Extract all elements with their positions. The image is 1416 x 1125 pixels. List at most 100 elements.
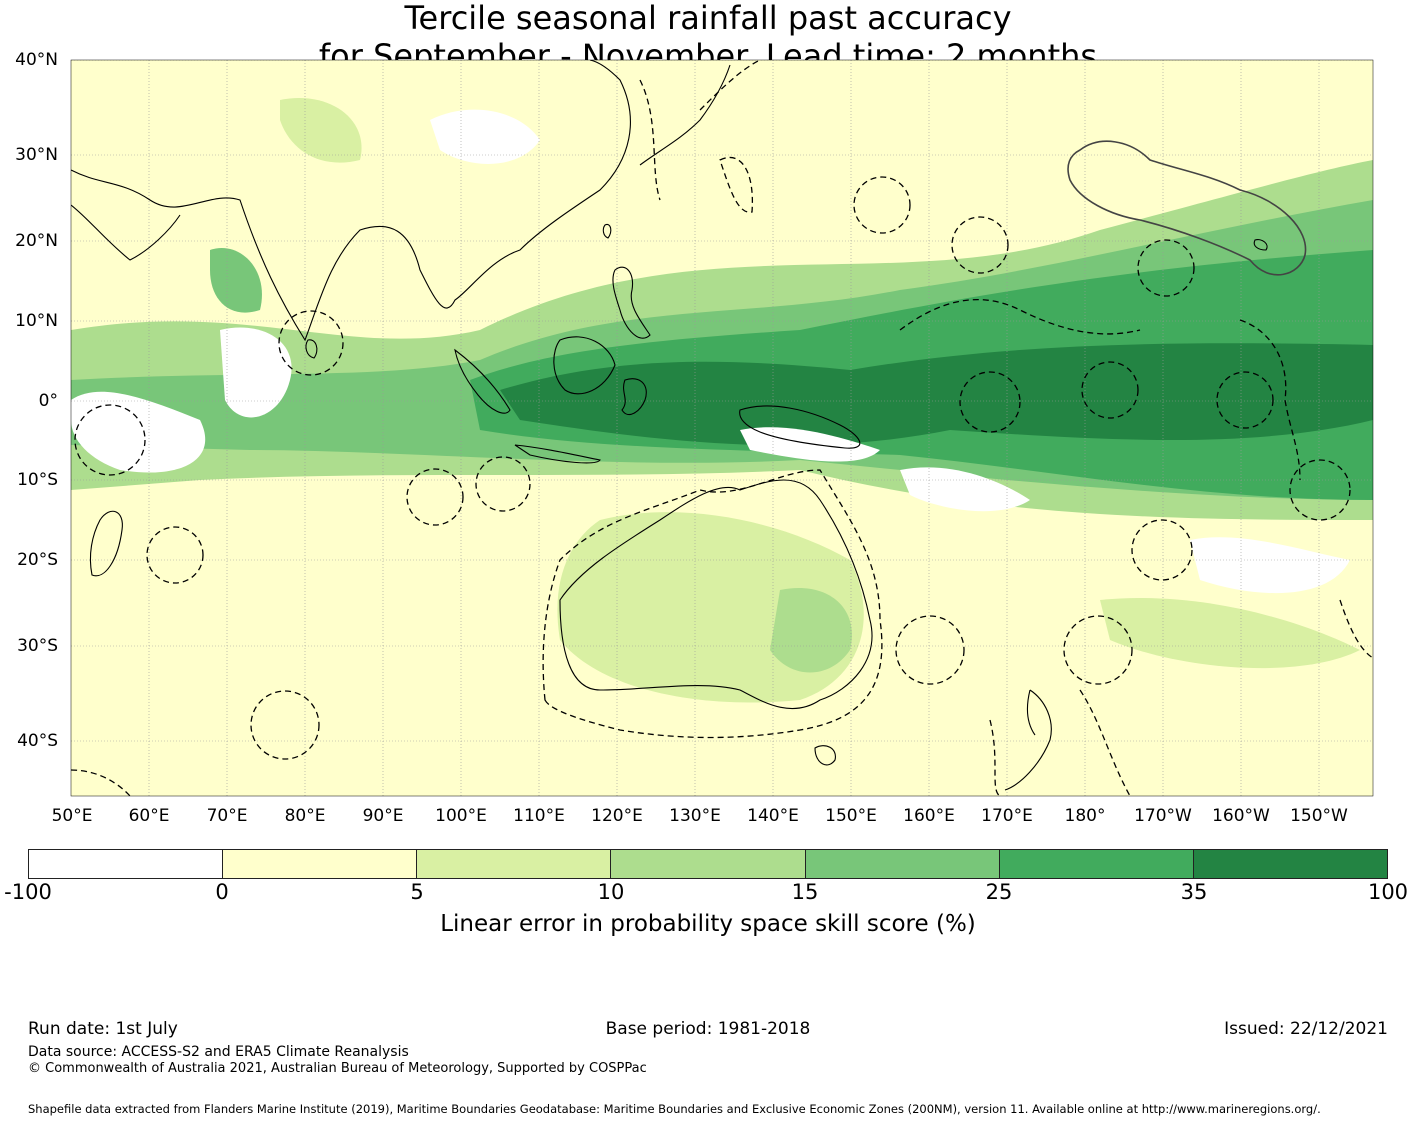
lon-label: 80°E [284, 806, 326, 826]
eez-boundary [959, 371, 1021, 433]
skill-patch-low [740, 427, 880, 462]
eez-boundary [989, 689, 1131, 796]
lat-label: 30°S [17, 636, 58, 656]
coastline-arabia [71, 204, 181, 261]
coastline-taiwan [602, 223, 612, 239]
lon-label: 100°E [435, 806, 487, 826]
hawaii-eez-boundary [1067, 140, 1307, 276]
eez-boundary [1216, 371, 1274, 429]
eez-boundary [639, 60, 761, 201]
eez-boundary [1137, 239, 1195, 297]
base-period: Base period: 1981-2018 [605, 1019, 811, 1039]
colorbar-tick: 5 [410, 880, 424, 904]
run-date: Run date: 1st July [28, 1019, 178, 1039]
lon-label: 160°W [1212, 806, 1270, 826]
skill-patch-mild [770, 588, 852, 673]
coastline-sri-lanka [305, 339, 318, 359]
eez-boundary [406, 468, 464, 526]
colorbar-tick: 35 [1180, 880, 1208, 904]
lat-label: 30°N [15, 145, 58, 165]
maritime-boundaries [71, 60, 1373, 796]
eez-boundary [951, 216, 1009, 274]
colorbar-segment [611, 850, 806, 878]
coastlines [71, 60, 1268, 791]
colorbar-tick: -100 [4, 880, 52, 904]
lon-label: 50°E [51, 806, 93, 826]
skill-patch-low [71, 391, 206, 473]
lat-label: 10°S [17, 470, 58, 490]
coastline-sumatra [454, 348, 511, 414]
coastline-philippines [612, 266, 651, 339]
lon-label: 160°E [903, 806, 955, 826]
lon-label: 140°E [747, 806, 799, 826]
colorbar-segment [29, 850, 224, 878]
skill-patch-low [430, 109, 540, 164]
eez-boundary [250, 690, 320, 760]
eez-boundary [1063, 615, 1133, 685]
lon-label: 120°E [591, 806, 643, 826]
lat-label: 40°N [15, 50, 58, 70]
coastline-borneo [553, 336, 616, 395]
lon-label: 130°E [669, 806, 721, 826]
lon-label: 170°W [1134, 806, 1192, 826]
eez-boundary [899, 298, 1301, 481]
skill-patch-low [220, 327, 292, 418]
shapefile-credit: Shapefile data extracted from Flanders M… [28, 1102, 1321, 1116]
lat-label: 20°N [15, 231, 58, 251]
eez-boundary [1131, 519, 1193, 581]
eez-boundary [146, 526, 204, 584]
colorbar-tick: 0 [215, 880, 229, 904]
colorbar-tick: 10 [597, 880, 625, 904]
coastline-australia [559, 479, 873, 710]
coastline-java [514, 444, 601, 464]
colorbar-segment [417, 850, 612, 878]
skill-patch-mild [280, 98, 362, 163]
lon-label: 150°E [825, 806, 877, 826]
data-source: Data source: ACCESS-S2 and ERA5 Climate … [28, 1044, 409, 1060]
eez-boundary [542, 469, 883, 739]
eez-boundary [278, 310, 344, 376]
colorbar-tick: 15 [791, 880, 819, 904]
copyright: © Commonwealth of Australia 2021, Austra… [28, 1061, 647, 1076]
colorbar-tick: 25 [985, 880, 1013, 904]
lon-label: 110°E [513, 806, 565, 826]
lat-label: 20°S [17, 550, 58, 570]
coastline-hawaii [1253, 239, 1268, 251]
skill-map [70, 59, 1374, 797]
colorbar-title: Linear error in probability space skill … [440, 911, 976, 937]
skill-patch-low [1190, 537, 1350, 594]
coastline-new-zealand [1004, 689, 1052, 791]
eez-boundary [1339, 599, 1373, 659]
lon-label: 170°E [981, 806, 1033, 826]
skill-patch-mild [1100, 598, 1360, 669]
eez-boundary [1081, 361, 1139, 419]
issued-date: Issued: 22/12/2021 [1224, 1019, 1388, 1039]
colorbar [28, 849, 1388, 879]
map-frame [70, 59, 1374, 797]
coastline-sulawesi [621, 378, 647, 415]
lon-label: 70°E [206, 806, 248, 826]
eez-boundary [1289, 459, 1351, 521]
colorbar-tick: 100 [1367, 880, 1409, 904]
chart-title-line-1: Tercile seasonal rainfall past accuracy [404, 0, 1012, 37]
eez-boundary [895, 615, 965, 685]
eez-boundary [853, 176, 911, 234]
coastline-new-guinea [739, 405, 861, 449]
lat-label: 10°N [15, 311, 58, 331]
lon-label: 90°E [362, 806, 404, 826]
eez-boundary [74, 404, 146, 476]
colorbar-segment [999, 850, 1194, 878]
coastline-madagascar [89, 510, 123, 577]
skill-patch-mild [210, 248, 262, 313]
skill-patch-low [900, 467, 1030, 512]
coastline-japan [639, 64, 731, 166]
skill-band-highest [500, 343, 1373, 446]
coastline-tasmania [814, 745, 836, 766]
colorbar-segment [1193, 850, 1387, 878]
colorbar-segment [805, 850, 1000, 878]
lat-label: 40°S [17, 731, 58, 751]
colorbar-segment [223, 850, 418, 878]
eez-boundary [719, 156, 754, 213]
lon-label: 150°W [1290, 806, 1348, 826]
eez-boundary [475, 456, 531, 512]
